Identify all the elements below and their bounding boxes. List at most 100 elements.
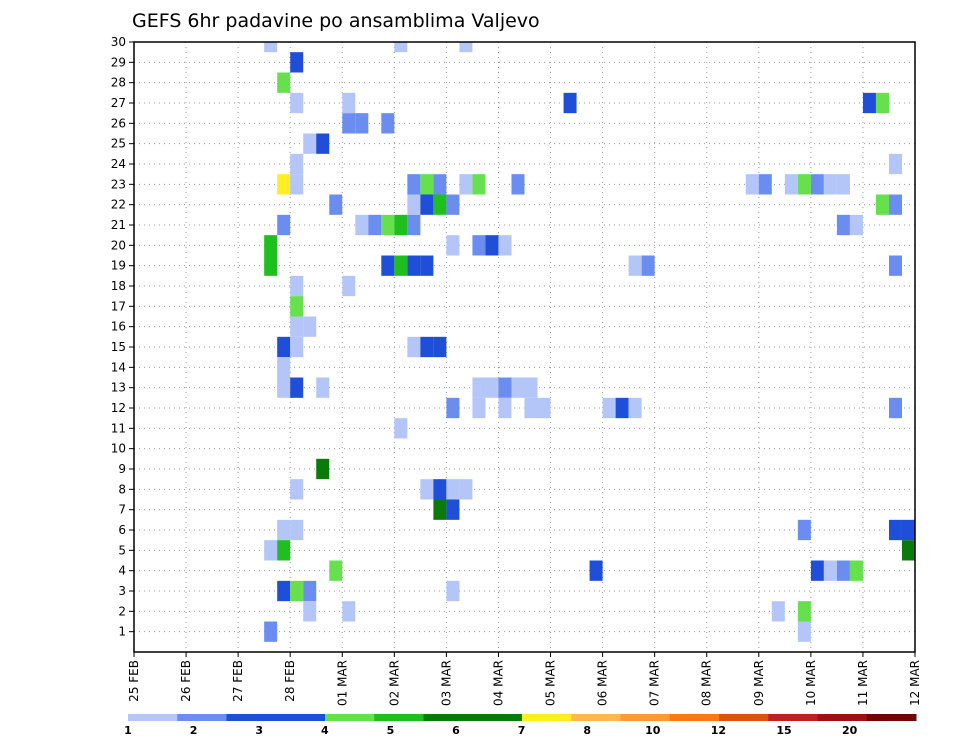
x-tick-label: 28 FEB <box>283 660 297 702</box>
colorbar-label: 3 <box>255 724 263 737</box>
y-tick-label: 24 <box>111 157 126 171</box>
heatmap-cell <box>836 214 850 236</box>
colorbar-segment <box>374 714 424 721</box>
colorbar-label: 1 <box>124 724 132 737</box>
y-tick-label: 3 <box>118 584 126 598</box>
heatmap-cell <box>745 174 759 195</box>
colorbar-segment <box>275 714 326 721</box>
heatmap-cell <box>784 174 798 195</box>
heatmap-cell <box>797 519 811 541</box>
y-tick-label: 20 <box>111 238 126 252</box>
y-tick-label: 2 <box>118 604 126 618</box>
heatmap-cell <box>641 255 655 276</box>
heatmap-cell <box>615 397 629 419</box>
heatmap-cell <box>316 133 330 154</box>
heatmap-cell <box>472 174 486 195</box>
heatmap-cell <box>433 194 447 215</box>
heatmap-cell <box>355 214 369 236</box>
heatmap-cell <box>394 255 408 276</box>
heatmap-cell <box>862 92 876 114</box>
heatmap-cell <box>277 580 291 602</box>
colorbar-segment <box>472 714 523 721</box>
y-tick-label: 26 <box>111 116 126 130</box>
cells-layer <box>264 42 915 642</box>
heatmap-cell <box>875 92 889 114</box>
heatmap-cell <box>433 479 447 500</box>
heatmap-cell <box>888 397 902 419</box>
y-tick-label: 21 <box>111 218 126 232</box>
heatmap-cell <box>407 194 421 215</box>
y-tick-label: 12 <box>111 401 126 415</box>
heatmap-cell <box>420 336 434 358</box>
chart-title: GEFS 6hr padavine po ansamblima Valjevo <box>132 10 540 32</box>
heatmap-cell <box>563 92 577 114</box>
heatmap-cell <box>316 377 330 398</box>
heatmap-cell <box>836 560 850 581</box>
heatmap-cell <box>394 214 408 236</box>
x-tick-label: 09 MAR <box>752 660 766 706</box>
colorbar-segment <box>226 714 277 721</box>
colorbar-segment <box>866 714 917 721</box>
heatmap-cell <box>771 601 785 622</box>
x-tick-label: 25 FEB <box>127 660 141 702</box>
heatmap-cell <box>498 397 512 419</box>
y-tick-label: 7 <box>118 503 126 517</box>
heatmap-cell <box>537 397 551 419</box>
heatmap-cell <box>264 540 278 561</box>
heatmap-cell <box>342 113 356 134</box>
y-tick-label: 30 <box>111 35 126 49</box>
heatmap-cell <box>823 174 837 195</box>
heatmap-cell <box>446 235 460 256</box>
heatmap-cell <box>849 214 863 236</box>
heatmap-cell <box>329 194 343 215</box>
heatmap-cell <box>277 540 291 561</box>
heatmap-cell <box>810 174 824 195</box>
heatmap-cell <box>290 174 304 195</box>
heatmap-cell <box>446 499 460 520</box>
heatmap-cell <box>277 72 291 93</box>
heatmap-cell <box>433 499 447 520</box>
x-tick-label: 06 MAR <box>596 660 610 706</box>
heatmap-cell <box>420 255 434 276</box>
heatmap-cell <box>888 153 902 175</box>
heatmap-cell <box>433 336 447 358</box>
heatmap-cell <box>277 519 291 541</box>
x-tick-label: 11 MAR <box>856 660 870 706</box>
heatmap-cell <box>446 397 460 419</box>
heatmap-cell <box>446 479 460 500</box>
x-tick-label: 12 MAR <box>908 660 922 706</box>
colorbar-label: 8 <box>583 724 591 737</box>
heatmap-cell <box>524 377 538 398</box>
heatmap-cell <box>589 560 603 581</box>
y-tick-label: 22 <box>111 198 126 212</box>
y-tick-label: 8 <box>118 482 126 496</box>
heatmap-cell <box>888 194 902 215</box>
heatmap-cell <box>524 397 538 419</box>
heatmap-cell <box>277 174 291 195</box>
heatmap-cell <box>264 255 278 276</box>
heatmap-cell <box>290 519 304 541</box>
heatmap-cell <box>628 397 642 419</box>
colorbar-segment <box>423 714 474 721</box>
heatmap-cell <box>342 275 356 297</box>
heatmap-cell <box>888 519 902 541</box>
colorbar-segment <box>620 714 671 721</box>
heatmap-cell <box>511 377 525 398</box>
heatmap-cell <box>277 336 291 358</box>
y-tick-label: 18 <box>111 279 126 293</box>
x-tick-label: 02 MAR <box>387 660 401 706</box>
heatmap-cell <box>472 235 486 256</box>
heatmap-cell <box>277 357 291 378</box>
y-axis: 1234567891011121314151617181920212223242… <box>111 35 134 639</box>
heatmap-cell <box>420 479 434 500</box>
heatmap-cell <box>875 194 889 215</box>
x-tick-label: 01 MAR <box>335 660 349 706</box>
colorbar: 1 2 3 4 5 6 7 8 10 12 15 20 <box>124 714 917 737</box>
y-tick-label: 11 <box>111 421 126 435</box>
heatmap-cell <box>303 580 317 602</box>
heatmap-cell <box>290 92 304 114</box>
colorbar-segment <box>719 714 769 721</box>
colorbar-label: 15 <box>776 724 791 737</box>
x-tick-label: 08 MAR <box>700 660 714 706</box>
